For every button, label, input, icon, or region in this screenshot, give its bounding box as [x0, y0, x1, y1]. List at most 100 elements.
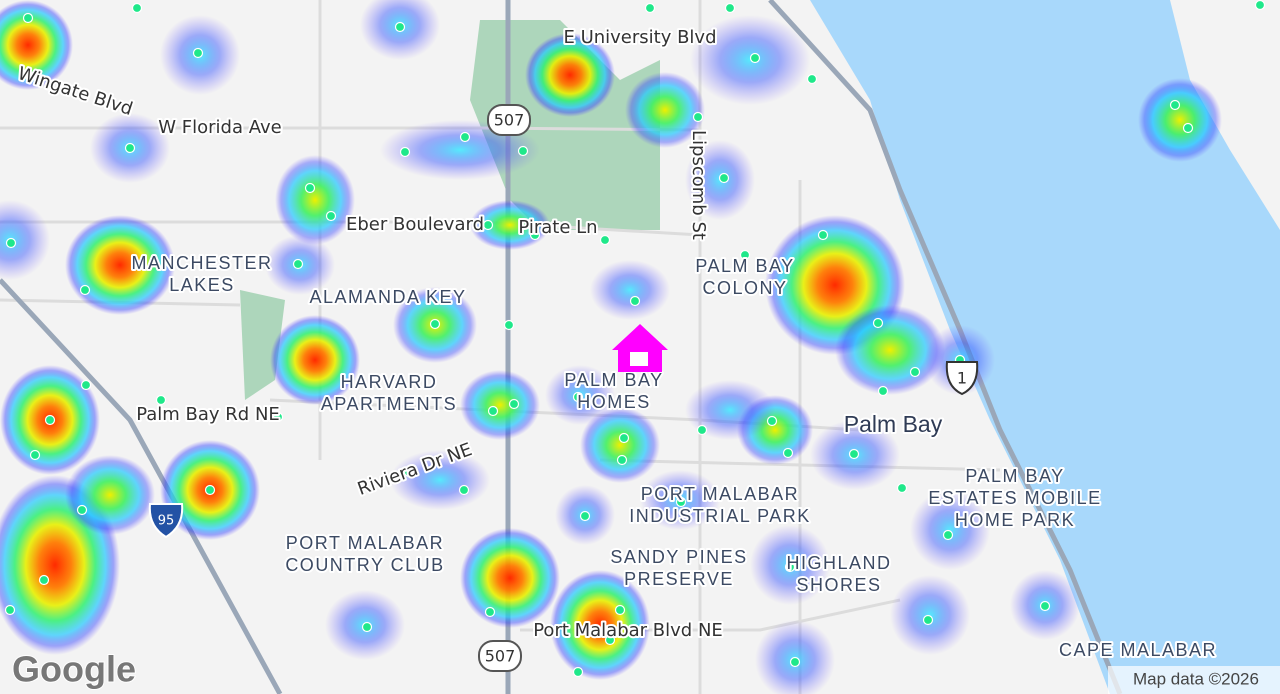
heat-point: [942, 529, 954, 541]
area-label: ALAMANDA KEY: [309, 287, 466, 307]
heat-point: [579, 510, 591, 522]
area-label: APARTMENTS: [321, 394, 457, 414]
heat-point: [399, 146, 411, 158]
heat-point: [896, 482, 908, 494]
heat-point: [1182, 122, 1194, 134]
heat-point: [325, 210, 337, 222]
heat-blob: [65, 455, 155, 535]
heat-point: [572, 666, 584, 678]
heat-point: [692, 111, 704, 123]
heat-point: [675, 496, 687, 508]
logo: Google: [12, 649, 136, 690]
heat-point: [29, 449, 41, 461]
city-label: Palm Bay: [844, 411, 943, 437]
road-label: E University Blvd: [563, 27, 716, 48]
heat-point: [1039, 600, 1051, 612]
area-label: SHORES: [796, 575, 881, 595]
shield: [487, 104, 531, 136]
heat-point: [458, 484, 470, 496]
heat-point: [789, 656, 801, 668]
shield-label: 507: [494, 111, 525, 130]
heat-point: [76, 504, 88, 516]
heat-point: [80, 379, 92, 391]
heat-point: [38, 574, 50, 586]
heat-point: [79, 284, 91, 296]
heat-point: [361, 621, 373, 633]
heat-point: [5, 237, 17, 249]
heat-point: [806, 73, 818, 85]
area-label: PORT MALABAR: [286, 533, 444, 553]
heat-blob: [590, 260, 670, 320]
heat-point: [909, 366, 921, 378]
heat-point: [784, 561, 796, 573]
area-label: COUNTRY CLUB: [285, 555, 444, 575]
heat-blob: [910, 490, 990, 570]
road-label: Pirate Ln: [518, 217, 597, 238]
shield: [945, 361, 979, 396]
home-window: [630, 352, 648, 366]
heat-point: [872, 317, 884, 329]
area-label: ESTATES MOBILE: [928, 488, 1101, 508]
heat-point: [44, 414, 56, 426]
area-label: HOMES: [577, 392, 651, 412]
area-label: HIGHLAND: [786, 553, 891, 573]
attribution: Map data ©2026: [1133, 669, 1259, 688]
island: [1170, 0, 1280, 230]
area-label: PORT MALABAR: [641, 484, 799, 504]
heat-blob: [690, 15, 810, 105]
heat-point: [304, 182, 316, 194]
heat-point: [503, 319, 515, 331]
road-label: W Florida Ave: [158, 117, 281, 138]
heat-blob: [1138, 78, 1222, 162]
heat-point: [517, 145, 529, 157]
area-label: SANDY PINES: [610, 547, 747, 567]
water: [810, 0, 1280, 694]
heat-point: [22, 12, 34, 24]
heat-blob: [625, 72, 705, 148]
heat-point: [782, 447, 794, 459]
heat-blob: [0, 200, 50, 280]
heat-blob: [460, 370, 540, 440]
heat-point: [394, 21, 406, 33]
area-label: INDUSTRIAL PARK: [629, 506, 811, 526]
heat-point: [629, 295, 641, 307]
heat-point: [4, 604, 16, 616]
heat-point: [459, 131, 471, 143]
heat-point: [724, 2, 736, 14]
road-label: Lipscomb St: [688, 130, 709, 240]
heat-point: [616, 454, 628, 466]
heat-point: [131, 2, 143, 14]
heat-point: [644, 2, 656, 14]
heat-point: [429, 318, 441, 330]
area-label: HARVARD: [341, 372, 438, 392]
area-label: PALM BAY: [965, 466, 1064, 486]
home-marker[interactable]: [612, 324, 668, 372]
heat-point: [529, 229, 541, 241]
heat-point: [1169, 99, 1181, 111]
shield-label: 1: [957, 369, 967, 388]
heat-blob: [65, 215, 175, 315]
heat-point: [124, 142, 136, 154]
area-label: LAKES: [169, 275, 235, 295]
heat-point: [204, 484, 216, 496]
shield: [478, 640, 522, 672]
heat-blob: [470, 200, 550, 250]
heat-point: [749, 52, 761, 64]
heat-blob: [550, 570, 650, 680]
attribution-bg: [1108, 666, 1280, 694]
shield-label: 95: [158, 514, 175, 529]
heat-point: [192, 47, 204, 59]
heat-blob: [0, 0, 73, 90]
area-label: MANCHESTER: [131, 253, 272, 273]
heat-point: [817, 229, 829, 241]
area-label: PALM BAY: [695, 256, 794, 276]
shield: [148, 503, 184, 539]
heat-point: [848, 448, 860, 460]
heat-point: [766, 415, 778, 427]
heat-point: [614, 604, 626, 616]
heat-blob: [685, 380, 775, 440]
heat-point: [484, 606, 496, 618]
area-label: COLONY: [702, 278, 787, 298]
road-label: Port Malabar Blvd NE: [533, 620, 723, 641]
